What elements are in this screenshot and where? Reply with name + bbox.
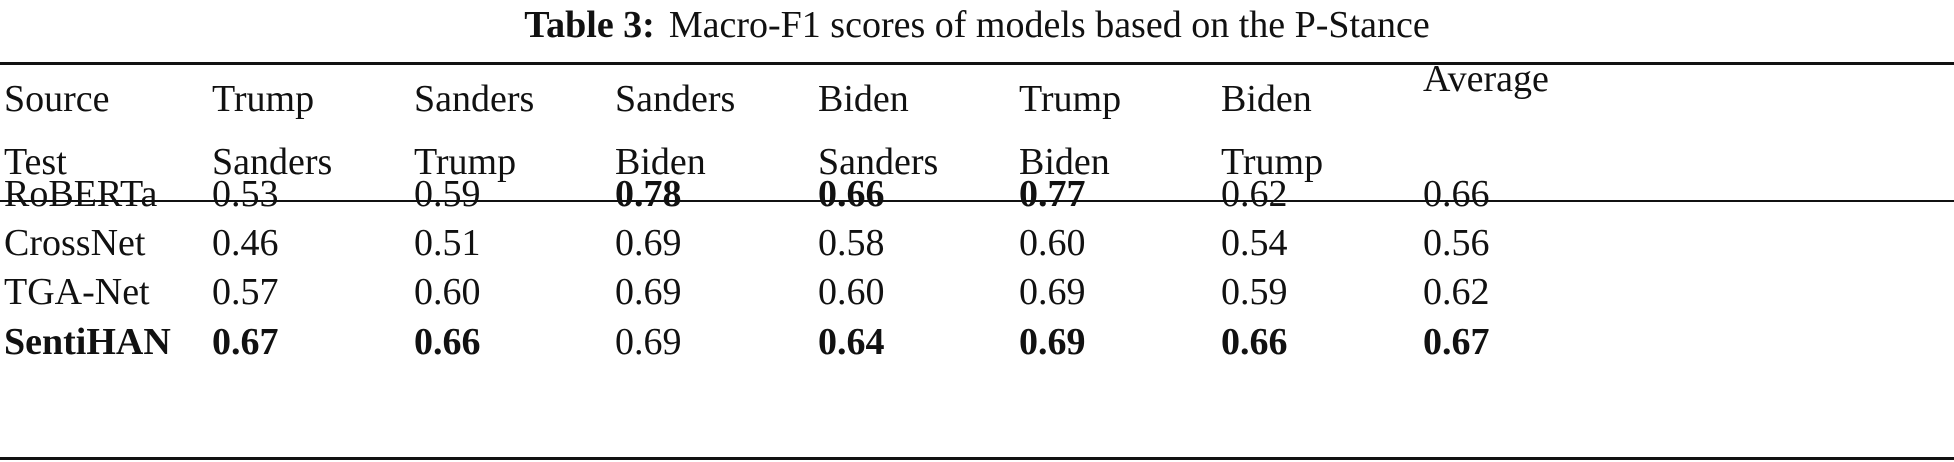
- header-test-label: Test: [4, 141, 67, 183]
- row-value: 0.67: [1423, 321, 1490, 363]
- header-col-test: Trump: [1221, 141, 1324, 183]
- row-value: 0.69: [615, 222, 682, 264]
- header-col: Trump Sanders: [212, 68, 332, 194]
- row-value: 0.62: [1423, 271, 1490, 313]
- header-source-test: Source Test: [4, 68, 110, 194]
- row-value: 0.77: [1019, 173, 1086, 215]
- table-caption-label: Table 3:: [524, 4, 655, 46]
- row-value: 0.64: [818, 321, 885, 363]
- table-header-rule: [0, 200, 1954, 202]
- row-value: 0.56: [1423, 222, 1490, 264]
- row-value: 0.66: [818, 173, 885, 215]
- row-value: 0.57: [212, 271, 279, 313]
- row-value: 0.66: [414, 321, 481, 363]
- table-bottom-rule: [0, 457, 1954, 460]
- table-caption: Table 3: Macro-F1 scores of models based …: [0, 0, 1954, 56]
- row-value: 0.69: [1019, 321, 1086, 363]
- row-value: 0.66: [1423, 173, 1490, 215]
- header-col-source: Biden: [1221, 78, 1312, 120]
- header-col-test: Trump: [414, 141, 517, 183]
- row-value: 0.60: [1019, 222, 1086, 264]
- header-col-test: Sanders: [818, 141, 939, 183]
- row-value: 0.54: [1221, 222, 1288, 264]
- header-col-source: Sanders: [414, 78, 535, 120]
- header-col-source: Sanders: [615, 78, 736, 120]
- header-col-test: [1423, 111, 1549, 174]
- header-col-test: Biden: [615, 141, 706, 183]
- row-value: 0.60: [818, 271, 885, 313]
- header-col: Biden Trump: [1221, 68, 1323, 194]
- header-col-source: Biden: [818, 78, 909, 120]
- header-col: Sanders Biden: [615, 68, 735, 194]
- table-caption-text: Macro-F1 scores of models based on the P…: [668, 4, 1430, 46]
- row-value: 0.69: [1019, 271, 1086, 313]
- header-col-test: Biden: [1019, 141, 1110, 183]
- row-value: 0.46: [212, 222, 279, 264]
- header-source-label: Source: [4, 78, 110, 120]
- row-value: 0.60: [414, 271, 481, 313]
- header-col-test: Sanders: [212, 141, 333, 183]
- row-value: 0.59: [1221, 271, 1288, 313]
- row-value: 0.53: [212, 173, 279, 215]
- header-col: Sanders Trump: [414, 68, 534, 194]
- row-model-label: SentiHAN: [4, 321, 171, 363]
- header-col-source: Trump: [1019, 78, 1122, 120]
- row-value: 0.62: [1221, 173, 1288, 215]
- row-value: 0.66: [1221, 321, 1288, 363]
- row-value: 0.78: [615, 173, 682, 215]
- row-value: 0.67: [212, 321, 279, 363]
- row-value: 0.69: [615, 271, 682, 313]
- header-col: Biden Sanders: [818, 68, 938, 194]
- header-col-source: Average: [1423, 58, 1549, 100]
- row-value: 0.51: [414, 222, 481, 264]
- row-value: 0.59: [414, 173, 481, 215]
- row-model-label: CrossNet: [4, 222, 146, 264]
- row-model-label: TGA-Net: [4, 271, 150, 313]
- table-top-rule: [0, 62, 1954, 65]
- header-col-source: Trump: [212, 78, 315, 120]
- header-col: Trump Biden: [1019, 68, 1121, 194]
- row-model-label: RoBERTa: [4, 173, 158, 215]
- row-value: 0.69: [615, 321, 682, 363]
- header-col-average: Average: [1423, 48, 1549, 174]
- row-value: 0.58: [818, 222, 885, 264]
